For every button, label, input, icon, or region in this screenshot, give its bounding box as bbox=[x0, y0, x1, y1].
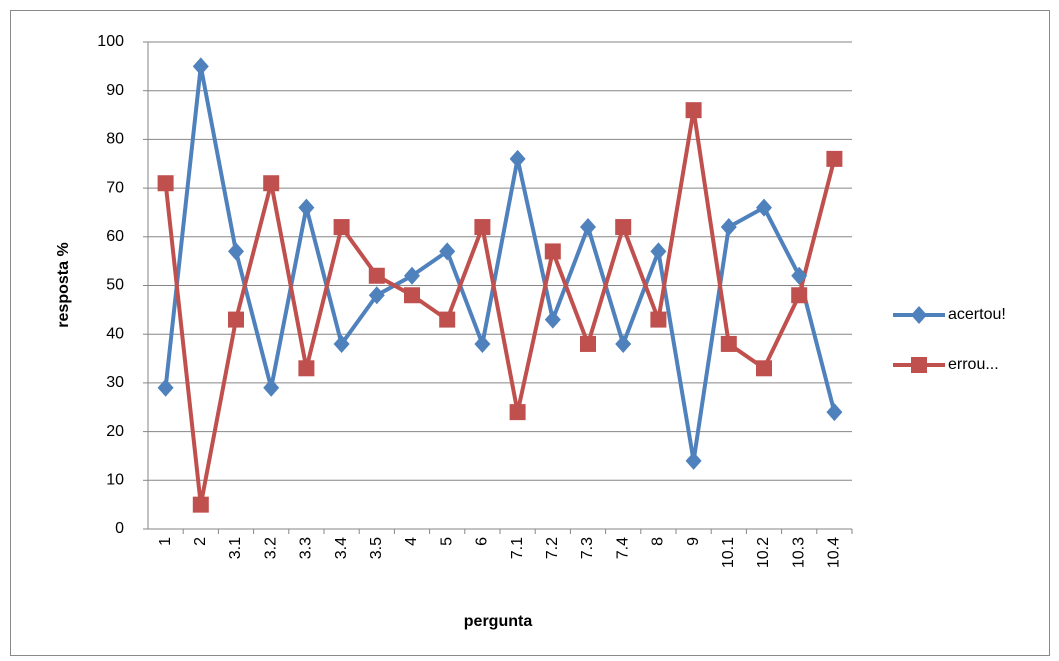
data-point bbox=[192, 496, 209, 513]
x-tick-label: 1 bbox=[157, 537, 174, 546]
y-tick-label: 70 bbox=[106, 179, 124, 196]
data-point bbox=[826, 150, 843, 167]
data-point bbox=[720, 218, 737, 237]
y-tick-label: 50 bbox=[106, 277, 124, 294]
data-point bbox=[157, 378, 174, 397]
x-tick-label: 3.4 bbox=[333, 537, 350, 559]
x-tick-label: 3.5 bbox=[368, 537, 385, 559]
x-tick-label: 5 bbox=[438, 537, 455, 546]
data-point bbox=[404, 266, 420, 285]
y-tick-label: 10 bbox=[106, 472, 124, 489]
x-tick-label: 6 bbox=[474, 537, 491, 546]
data-point bbox=[298, 198, 315, 217]
data-point bbox=[333, 219, 350, 236]
data-point bbox=[368, 267, 385, 284]
y-tick-label: 60 bbox=[106, 228, 124, 245]
chart-border bbox=[10, 10, 1050, 656]
x-tick-label: 8 bbox=[650, 537, 667, 546]
data-point bbox=[439, 311, 456, 328]
data-point bbox=[826, 403, 843, 422]
data-point bbox=[509, 404, 526, 421]
y-tick-label: 0 bbox=[115, 520, 124, 537]
data-point bbox=[192, 57, 209, 76]
x-tick-label: 10.4 bbox=[826, 537, 843, 568]
data-point bbox=[685, 451, 702, 470]
data-point bbox=[544, 243, 561, 260]
x-tick-label: 7.1 bbox=[509, 537, 526, 559]
data-point bbox=[474, 334, 491, 353]
data-point bbox=[474, 219, 491, 236]
x-tick-label: 7.2 bbox=[544, 537, 561, 559]
x-tick-label: 10.1 bbox=[720, 537, 737, 568]
x-tick-label: 3.3 bbox=[298, 537, 315, 559]
data-point bbox=[228, 242, 244, 261]
data-point bbox=[650, 311, 667, 328]
data-point bbox=[756, 198, 772, 217]
x-tick-label: 9 bbox=[685, 537, 702, 546]
x-tick-label: 7.3 bbox=[579, 537, 596, 559]
y-tick-label: 20 bbox=[106, 423, 124, 440]
x-tick-label: 10.2 bbox=[755, 537, 772, 568]
data-point bbox=[298, 360, 315, 377]
data-point bbox=[404, 287, 420, 304]
data-point bbox=[228, 311, 244, 328]
x-tick-label: 10.3 bbox=[790, 537, 807, 568]
data-point bbox=[439, 242, 456, 261]
data-point bbox=[720, 335, 737, 352]
x-tick-label: 7.4 bbox=[614, 537, 631, 559]
data-point bbox=[368, 286, 385, 305]
x-axis-title: pergunta bbox=[464, 613, 533, 630]
y-tick-label: 30 bbox=[106, 374, 124, 391]
data-point bbox=[756, 360, 772, 377]
y-tick-label: 90 bbox=[106, 82, 124, 99]
legend-marker bbox=[911, 357, 927, 373]
data-point bbox=[615, 219, 632, 236]
data-point bbox=[509, 149, 526, 168]
legend-marker bbox=[911, 306, 927, 324]
data-point bbox=[580, 218, 596, 237]
data-point bbox=[615, 334, 632, 353]
data-point bbox=[157, 175, 174, 192]
data-point bbox=[685, 102, 702, 119]
legend-label: acertou! bbox=[948, 306, 1006, 323]
data-point bbox=[333, 334, 350, 353]
x-tick-label: 2 bbox=[192, 537, 209, 546]
data-point bbox=[791, 266, 808, 285]
x-tick-label: 4 bbox=[403, 537, 420, 546]
data-point bbox=[263, 378, 280, 397]
x-tick-label: 3.2 bbox=[262, 537, 279, 559]
data-point bbox=[263, 175, 280, 192]
y-tick-label: 40 bbox=[106, 325, 124, 342]
y-tick-label: 80 bbox=[106, 131, 124, 148]
y-tick-label: 100 bbox=[97, 33, 124, 50]
data-point bbox=[650, 242, 667, 261]
data-point bbox=[580, 335, 596, 352]
data-point bbox=[791, 287, 808, 304]
x-tick-label: 3.1 bbox=[227, 537, 244, 559]
data-point bbox=[544, 310, 561, 329]
series-line bbox=[163, 108, 837, 507]
y-axis-title: resposta % bbox=[55, 242, 72, 327]
series-line bbox=[163, 64, 837, 463]
legend-label: errou... bbox=[948, 356, 999, 373]
